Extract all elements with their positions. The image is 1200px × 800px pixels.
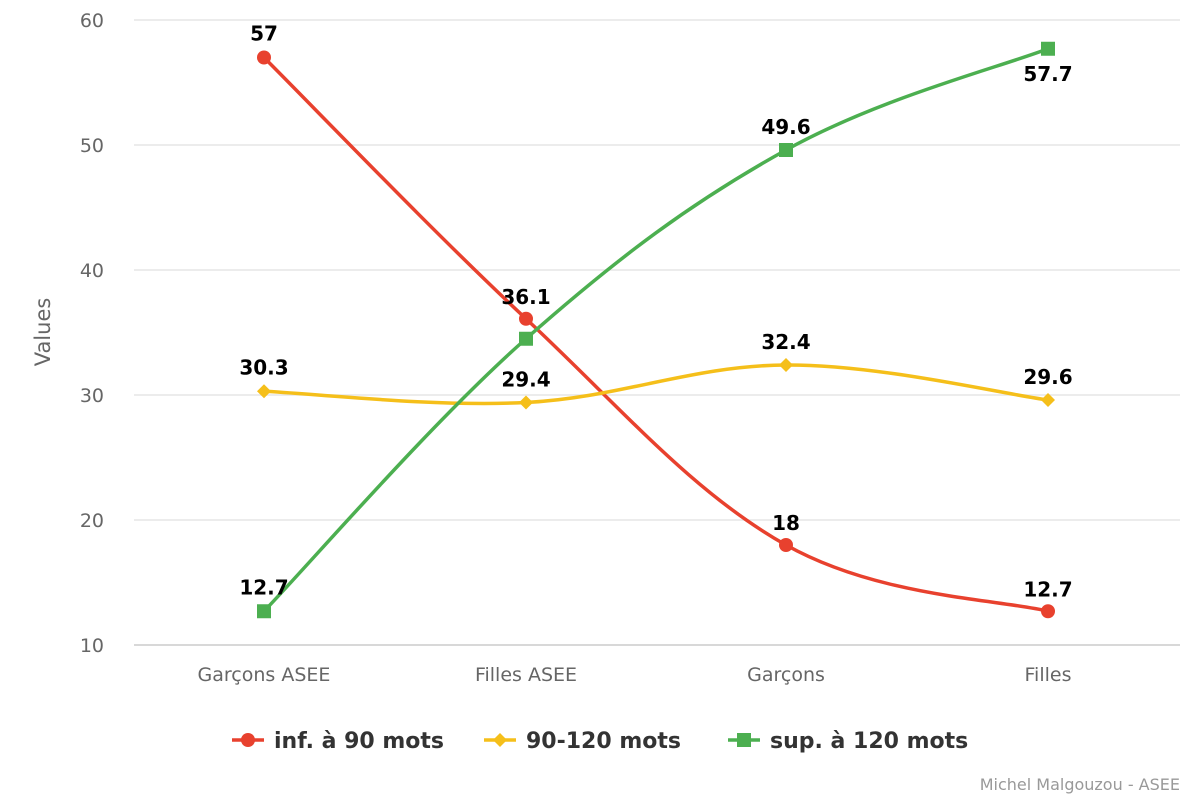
- data-point[interactable]: [1041, 41, 1055, 56]
- data-point[interactable]: [257, 384, 271, 399]
- legend-symbol[interactable]: [737, 733, 751, 747]
- legend-label: sup. à 120 mots: [770, 729, 968, 754]
- series-3: [257, 41, 1055, 619]
- x-axis-ticks: Garçons ASEE Filles ASEE Garçons Filles: [198, 664, 1072, 686]
- data-label: 57.7: [1023, 62, 1072, 86]
- legend-item[interactable]: inf. à 90 mots: [232, 729, 444, 754]
- series-line[interactable]: [262, 47, 1050, 613]
- data-label: 30.3: [239, 355, 288, 379]
- y-tick-label: 40: [80, 260, 104, 282]
- y-axis-ticks: 10 20 30 40 50 60: [80, 10, 104, 657]
- x-tick-label: Garçons ASEE: [198, 664, 331, 686]
- data-label: 49.6: [761, 115, 810, 139]
- credit-text[interactable]: Michel Malgouzou - ASEE: [980, 775, 1180, 794]
- data-point[interactable]: [779, 143, 793, 157]
- legend-symbol[interactable]: [241, 733, 255, 747]
- legend-symbol[interactable]: [493, 733, 507, 747]
- series-1: [257, 50, 1055, 619]
- series-group: [257, 41, 1055, 619]
- data-label: 12.7: [239, 575, 288, 599]
- series-line[interactable]: [262, 363, 1050, 406]
- data-point[interactable]: [1041, 604, 1055, 619]
- data-label: 32.4: [761, 330, 810, 354]
- data-point[interactable]: [257, 50, 271, 65]
- data-label: 57: [250, 22, 278, 46]
- data-labels: 57 36.1 18 12.7 30.3 29.4 32.4 29.6 12.7 49.6 57.7: [239, 22, 1072, 602]
- data-label: 12.7: [1023, 577, 1072, 601]
- y-tick-label: 30: [80, 385, 104, 407]
- data-label: 36.1: [501, 285, 550, 309]
- data-point[interactable]: [519, 311, 533, 326]
- legend: inf. à 90 mots 90-120 mots sup. à 120 mots: [232, 729, 968, 754]
- y-axis-label: Values: [31, 298, 55, 367]
- y-tick-label: 50: [80, 135, 104, 157]
- data-point[interactable]: [519, 331, 533, 346]
- data-label: 29.6: [1023, 365, 1072, 389]
- x-tick-label: Filles: [1025, 664, 1072, 686]
- x-tick-label: Filles ASEE: [475, 664, 577, 686]
- legend-item[interactable]: 90-120 mots: [484, 729, 681, 754]
- grid-lines: [134, 19, 1180, 646]
- legend-item[interactable]: sup. à 120 mots: [728, 729, 968, 754]
- legend-label: inf. à 90 mots: [274, 729, 444, 754]
- data-label: 18: [772, 511, 800, 535]
- series-line[interactable]: [262, 55, 1050, 613]
- data-point[interactable]: [779, 538, 793, 552]
- data-point[interactable]: [1041, 393, 1055, 407]
- data-point[interactable]: [257, 604, 271, 619]
- legend-label: 90-120 mots: [526, 729, 681, 754]
- y-tick-label: 20: [80, 510, 104, 532]
- data-point[interactable]: [779, 358, 793, 372]
- data-label: 29.4: [501, 368, 550, 392]
- data-point[interactable]: [519, 395, 533, 410]
- y-tick-label: 10: [80, 635, 104, 657]
- x-tick-label: Garçons: [747, 664, 825, 686]
- y-tick-label: 60: [80, 10, 104, 32]
- series-2: [257, 358, 1055, 410]
